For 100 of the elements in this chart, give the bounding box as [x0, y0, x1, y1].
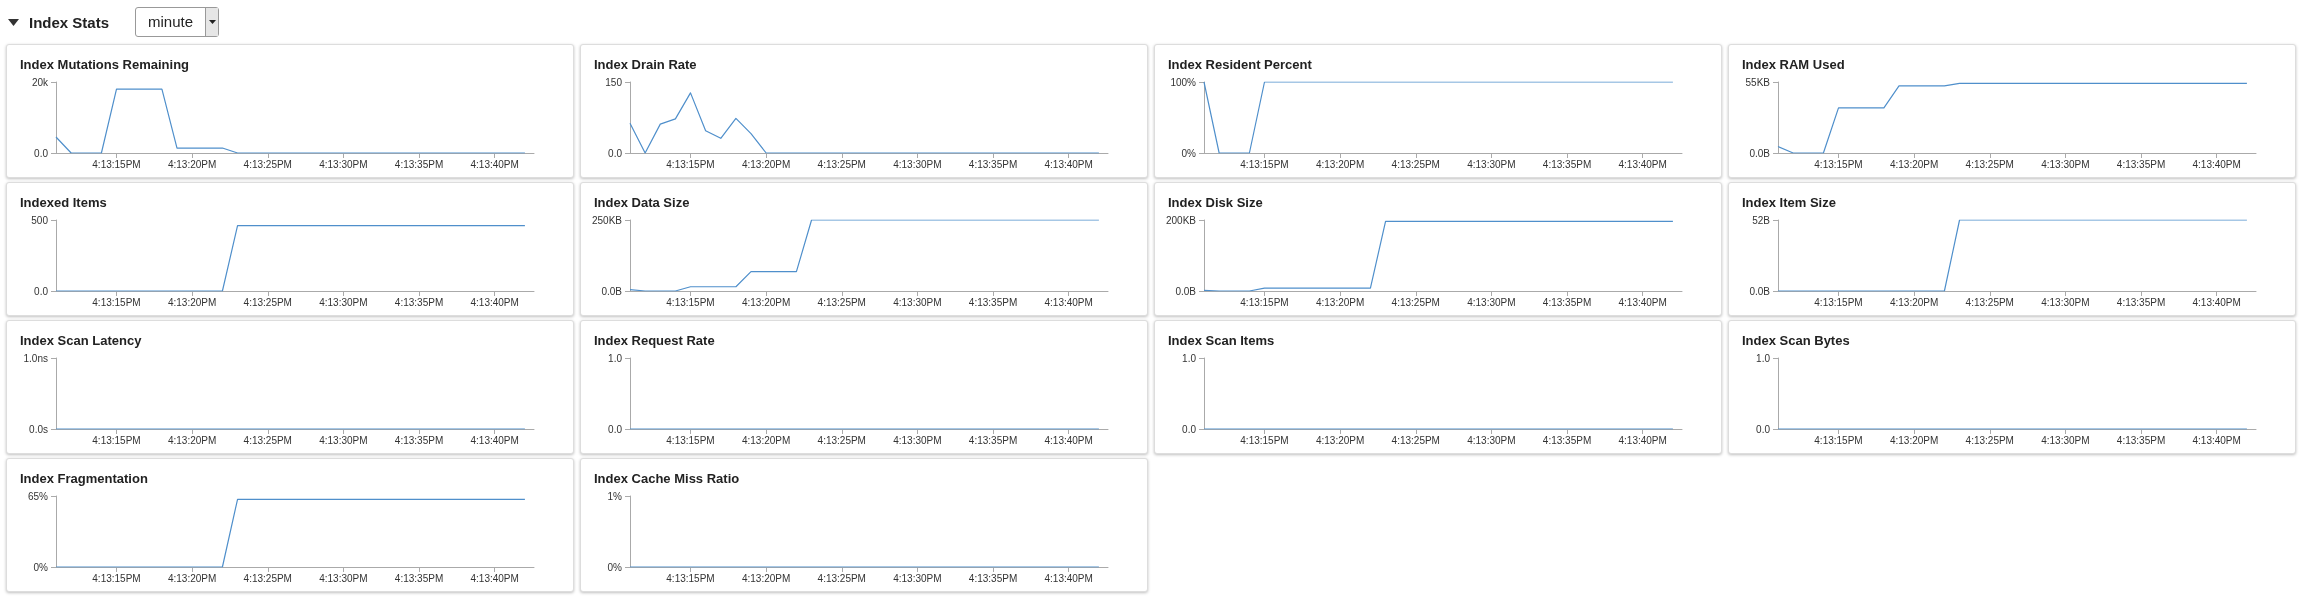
x-tick-label: 4:13:20PM	[167, 434, 217, 446]
y-tick-label: 1.0	[1182, 352, 1197, 364]
x-tick-label: 4:13:15PM	[666, 572, 715, 584]
x-tick-label: 4:13:35PM	[2116, 434, 2166, 446]
x-tick-label: 4:13:25PM	[243, 296, 292, 308]
y-tick-label: 0.0s	[29, 423, 48, 435]
x-tick-label: 4:13:35PM	[2116, 158, 2166, 170]
y-tick-label: 0.0	[34, 147, 49, 159]
y-tick-label: 1.0	[1756, 352, 1771, 364]
chart-title: Index Request Rate	[594, 333, 715, 348]
x-tick-label: 4:13:35PM	[968, 434, 1018, 446]
y-tick-label: 65%	[27, 490, 49, 502]
chart-title: Index Data Size	[594, 195, 690, 210]
x-tick-label: 4:13:30PM	[319, 158, 368, 170]
chart-title: Index Scan Bytes	[1742, 333, 1850, 348]
x-tick-label: 4:13:35PM	[968, 158, 1018, 170]
x-tick-label: 4:13:15PM	[1240, 158, 1289, 170]
y-tick-label: 0%	[607, 561, 623, 573]
chart-title: Index RAM Used	[1742, 57, 1845, 72]
x-tick-label: 4:13:30PM	[893, 296, 942, 308]
y-tick-label: 20k	[31, 76, 49, 88]
x-tick-label: 4:13:25PM	[1965, 434, 2014, 446]
x-tick-label: 4:13:30PM	[2041, 296, 2090, 308]
chart-title: Index Mutations Remaining	[20, 57, 190, 72]
x-tick-label: 4:13:15PM	[1814, 434, 1863, 446]
y-tick-label: 0.0B	[1749, 285, 1771, 297]
x-tick-label: 4:13:25PM	[1965, 158, 2014, 170]
x-tick-label: 4:13:15PM	[92, 572, 141, 584]
line-series	[629, 219, 1100, 292]
x-tick-label: 4:13:35PM	[2116, 296, 2166, 308]
x-tick-label: 4:13:35PM	[394, 434, 444, 446]
x-tick-label: 4:13:25PM	[817, 158, 866, 170]
x-tick-label: 4:13:20PM	[167, 158, 217, 170]
chart-title: Index Fragmentation	[20, 471, 148, 486]
chart-title: Index Item Size	[1742, 195, 1836, 210]
x-tick-label: 4:13:35PM	[1542, 296, 1592, 308]
x-tick-label: 4:13:15PM	[92, 434, 141, 446]
y-tick-label: 0.0	[608, 147, 623, 159]
x-tick-label: 4:13:25PM	[817, 296, 866, 308]
x-tick-label: 4:13:35PM	[968, 296, 1018, 308]
x-tick-label: 4:13:25PM	[1391, 158, 1440, 170]
x-tick-label: 4:13:20PM	[167, 572, 217, 584]
x-tick-label: 4:13:40PM	[1044, 158, 1093, 170]
y-tick-label: 55KB	[1745, 76, 1771, 88]
y-tick-label: 1%	[607, 490, 623, 502]
x-tick-label: 4:13:25PM	[243, 158, 292, 170]
chart-title: Index Scan Latency	[20, 333, 143, 348]
x-tick-label: 4:13:40PM	[1044, 296, 1093, 308]
x-tick-label: 4:13:35PM	[1542, 434, 1592, 446]
x-tick-label: 4:13:40PM	[470, 158, 519, 170]
x-tick-label: 4:13:30PM	[319, 572, 368, 584]
x-tick-label: 4:13:15PM	[1814, 296, 1863, 308]
x-tick-label: 4:13:20PM	[741, 158, 791, 170]
x-tick-label: 4:13:15PM	[666, 296, 715, 308]
x-tick-label: 4:13:30PM	[893, 158, 942, 170]
x-tick-label: 4:13:30PM	[2041, 434, 2090, 446]
y-tick-label: 0.0B	[601, 285, 623, 297]
x-tick-label: 4:13:20PM	[741, 572, 791, 584]
y-tick-label: 0.0	[34, 285, 49, 297]
x-tick-label: 4:13:15PM	[666, 434, 715, 446]
chart-title: Index Disk Size	[1168, 195, 1263, 210]
x-tick-label: 4:13:15PM	[1240, 296, 1289, 308]
x-tick-label: 4:13:40PM	[470, 296, 519, 308]
y-tick-label: 200KB	[1165, 214, 1197, 226]
x-tick-label: 4:13:15PM	[1814, 158, 1863, 170]
x-tick-label: 4:13:40PM	[1618, 296, 1667, 308]
x-tick-label: 4:13:20PM	[1315, 296, 1365, 308]
y-tick-label: 0.0B	[1749, 147, 1771, 159]
x-tick-label: 4:13:20PM	[1889, 434, 1939, 446]
x-tick-label: 4:13:40PM	[1618, 158, 1667, 170]
x-tick-label: 4:13:15PM	[666, 158, 715, 170]
y-tick-label: 150	[605, 76, 623, 88]
x-tick-label: 4:13:20PM	[741, 434, 791, 446]
x-tick-label: 4:13:30PM	[893, 434, 942, 446]
y-tick-label: 1.0	[608, 352, 623, 364]
y-tick-label: 0.0	[1182, 423, 1197, 435]
y-tick-label: 0%	[33, 561, 49, 573]
x-tick-label: 4:13:25PM	[243, 572, 292, 584]
x-tick-label: 4:13:30PM	[319, 296, 368, 308]
y-tick-label: 250KB	[591, 214, 623, 226]
x-tick-label: 4:13:25PM	[1391, 434, 1440, 446]
chart-title: Indexed Items	[20, 195, 107, 210]
x-tick-label: 4:13:35PM	[968, 572, 1018, 584]
chart-title: Index Resident Percent	[1168, 57, 1313, 72]
y-tick-label: 100%	[1170, 76, 1197, 88]
x-tick-label: 4:13:40PM	[2192, 158, 2241, 170]
line-series	[629, 92, 1100, 154]
x-tick-label: 4:13:35PM	[394, 158, 444, 170]
x-tick-label: 4:13:25PM	[1965, 296, 2014, 308]
line-series	[55, 88, 526, 154]
x-tick-label: 4:13:15PM	[92, 158, 141, 170]
y-tick-label: 1.0ns	[23, 352, 48, 364]
y-tick-label: 52B	[1752, 214, 1771, 226]
y-tick-label: 0.0B	[1175, 285, 1197, 297]
x-tick-label: 4:13:40PM	[470, 434, 519, 446]
text: Index Stats	[29, 13, 110, 31]
chart-title: Index Cache Miss Ratio	[594, 471, 740, 486]
x-tick-label: 4:13:30PM	[1467, 296, 1516, 308]
line-series	[1203, 220, 1674, 292]
x-tick-label: 4:13:20PM	[167, 296, 217, 308]
